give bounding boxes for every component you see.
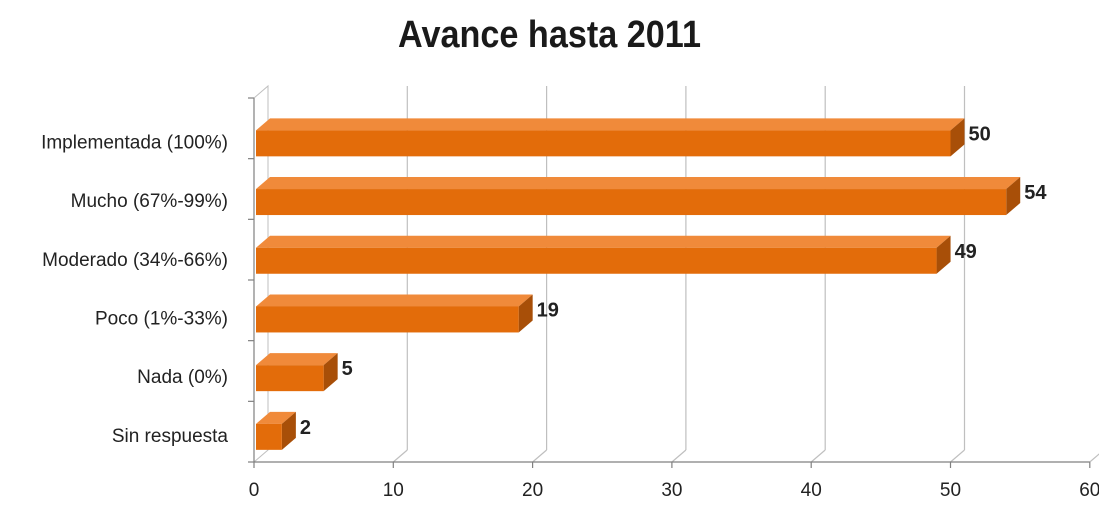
bar-side — [936, 235, 951, 274]
bar-group — [256, 235, 951, 274]
data-label: 2 — [300, 417, 311, 439]
bar-top — [256, 177, 1021, 190]
x-tick-label: 50 — [940, 480, 961, 501]
bar-group — [256, 353, 338, 392]
data-label: 54 — [1024, 182, 1047, 204]
gridline-floor — [392, 449, 408, 463]
bar-side — [1006, 177, 1021, 216]
category-label: Moderado (34%-66%) — [42, 250, 228, 271]
category-label: Sin respuesta — [112, 426, 229, 447]
gridline-floor — [532, 449, 547, 463]
data-label: 5 — [342, 358, 353, 380]
bar-side — [281, 411, 296, 450]
bar-top — [256, 294, 533, 307]
bar-group — [256, 118, 965, 157]
bar-group — [256, 294, 533, 333]
bar — [256, 189, 1007, 216]
bar-side — [518, 294, 533, 333]
gridline-floor — [810, 449, 826, 463]
bar-group — [256, 177, 1021, 216]
bar-side — [950, 118, 965, 157]
x-tick-label: 20 — [522, 480, 543, 501]
x-tick-label: 40 — [801, 480, 822, 501]
gridline-floor — [1089, 453, 1099, 463]
category-label: Nada (0%) — [137, 367, 228, 388]
bar-top — [256, 353, 338, 366]
data-label: 49 — [955, 241, 977, 263]
bar-top — [256, 118, 965, 131]
data-label: 19 — [537, 299, 559, 321]
data-label: 50 — [969, 123, 991, 145]
bar-top — [256, 235, 951, 248]
bar — [256, 130, 951, 157]
gridline-floor — [671, 449, 687, 463]
bar — [256, 247, 937, 274]
x-tick-label: 0 — [249, 480, 260, 501]
gridline-floor — [950, 449, 965, 463]
bar-top — [256, 411, 296, 424]
chart-title: Avance hasta 2011 — [398, 14, 701, 56]
x-tick-label: 30 — [661, 480, 682, 501]
category-label: Mucho (67%-99%) — [71, 191, 228, 212]
x-tick-label: 10 — [383, 480, 404, 501]
category-label: Poco (1%-33%) — [95, 308, 228, 329]
bar — [256, 306, 519, 333]
bar-group — [256, 411, 296, 450]
bar-side — [323, 353, 338, 392]
x-tick-label: 60 — [1079, 480, 1099, 501]
category-label: Implementada (100%) — [41, 132, 228, 153]
bar — [256, 365, 324, 392]
bar — [256, 423, 282, 450]
